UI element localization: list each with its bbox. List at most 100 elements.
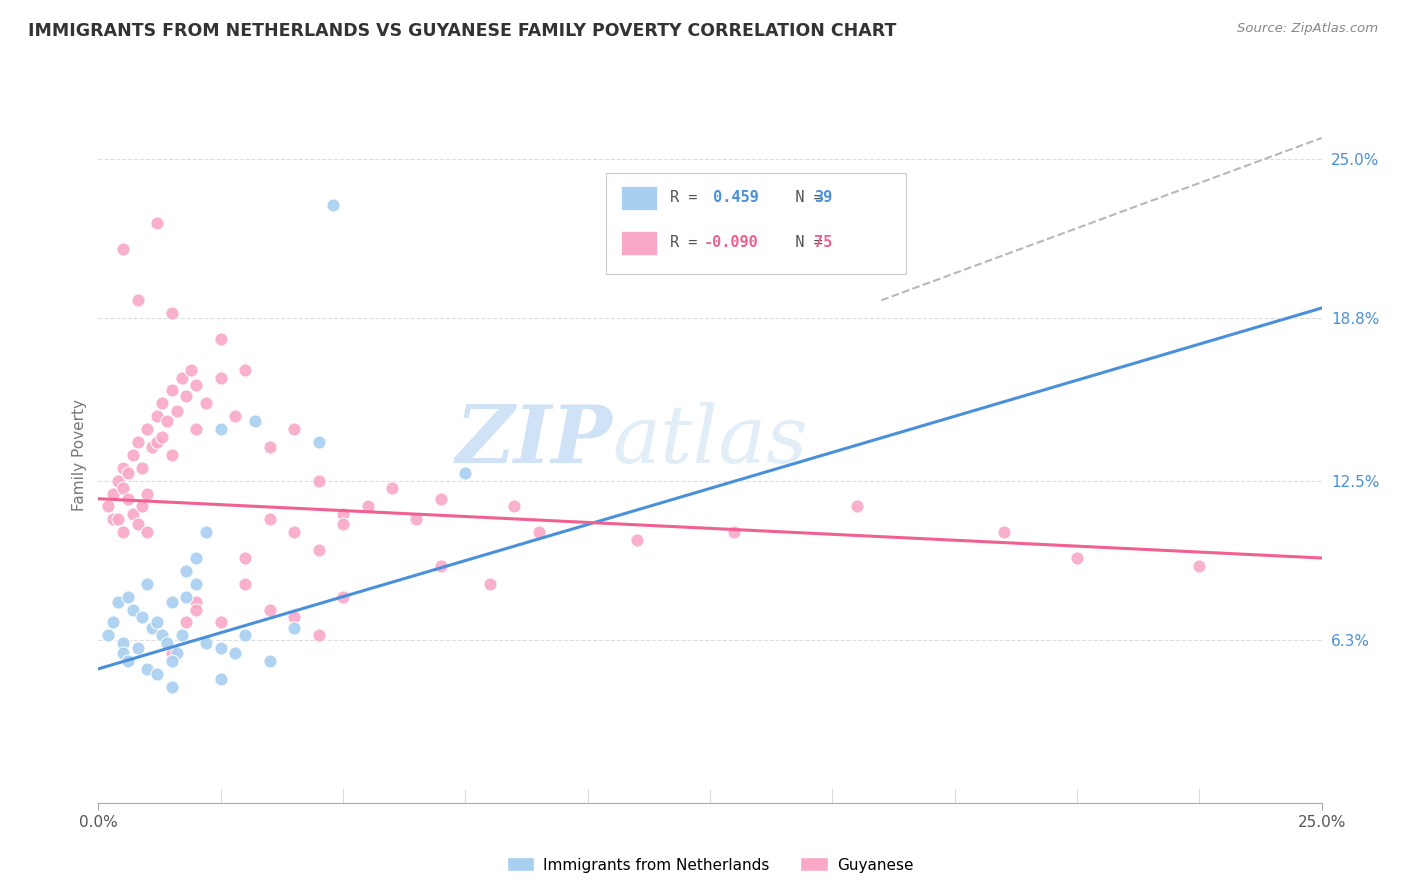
Point (1066, 551, 1088, 566)
Point (259, 602, 281, 616)
Point (186, 602, 208, 616)
Point (131, 610, 153, 624)
Point (176, 590, 198, 604)
Point (121, 448, 143, 462)
Point (224, 409, 246, 424)
Point (993, 525, 1015, 540)
Point (308, 435, 330, 450)
Point (626, 533, 648, 547)
Point (101, 486, 124, 500)
Point (111, 636, 134, 650)
Point (186, 595, 208, 609)
Point (166, 404, 188, 418)
FancyBboxPatch shape (620, 231, 658, 255)
Point (160, 595, 183, 609)
Point (209, 422, 232, 436)
Point (156, 414, 179, 428)
Point (195, 525, 218, 540)
Point (141, 621, 163, 635)
Point (127, 641, 149, 656)
Point (117, 466, 139, 480)
Text: 0.459: 0.459 (704, 190, 759, 205)
Point (111, 242, 134, 256)
Point (195, 396, 218, 410)
Text: 39: 39 (814, 190, 832, 205)
Point (160, 646, 183, 660)
Point (195, 636, 218, 650)
Point (121, 602, 143, 616)
Point (478, 576, 501, 591)
Point (381, 482, 404, 496)
Text: 75: 75 (814, 235, 832, 251)
Point (283, 422, 305, 436)
Point (209, 641, 232, 656)
Point (170, 628, 193, 642)
Point (97, 500, 120, 514)
Point (243, 414, 266, 428)
Point (127, 517, 149, 532)
Point (332, 590, 354, 604)
Point (101, 512, 124, 526)
Point (209, 332, 232, 346)
Point (176, 389, 198, 403)
Point (160, 384, 183, 398)
Point (166, 646, 188, 660)
Point (283, 610, 305, 624)
Text: IMMIGRANTS FROM NETHERLANDS VS GUYANESE FAMILY POVERTY CORRELATION CHART: IMMIGRANTS FROM NETHERLANDS VS GUYANESE … (28, 22, 897, 40)
Point (101, 615, 124, 630)
Point (146, 615, 169, 630)
Point (141, 440, 163, 454)
Text: R =: R = (669, 190, 706, 205)
Y-axis label: Family Poverty: Family Poverty (72, 399, 87, 511)
Point (160, 306, 183, 320)
Point (131, 500, 153, 514)
Point (136, 486, 159, 500)
Point (107, 474, 129, 488)
Point (146, 216, 169, 230)
Point (454, 466, 477, 480)
Point (308, 543, 330, 558)
Point (117, 590, 139, 604)
Point (107, 512, 129, 526)
Point (160, 654, 183, 668)
Point (150, 628, 173, 642)
Point (723, 525, 745, 540)
Point (322, 198, 344, 212)
Point (430, 491, 453, 506)
Point (146, 667, 169, 681)
Point (180, 363, 202, 377)
Legend: Immigrants from Netherlands, Guyanese: Immigrants from Netherlands, Guyanese (501, 851, 920, 879)
Text: N =: N = (768, 235, 831, 251)
Point (146, 435, 169, 450)
Point (209, 672, 232, 686)
Point (117, 491, 139, 506)
Point (283, 621, 305, 635)
Text: -0.090: -0.090 (704, 235, 759, 251)
FancyBboxPatch shape (606, 173, 905, 274)
Text: Source: ZipAtlas.com: Source: ZipAtlas.com (1237, 22, 1378, 36)
Point (176, 564, 198, 578)
Point (176, 615, 198, 630)
Point (186, 576, 208, 591)
Text: atlas: atlas (612, 402, 807, 480)
Text: ZIP: ZIP (456, 402, 612, 480)
Point (259, 654, 281, 668)
Point (121, 507, 143, 521)
Point (405, 512, 427, 526)
Point (430, 558, 453, 573)
Point (170, 370, 193, 384)
Text: N =: N = (768, 190, 831, 205)
Point (186, 422, 208, 436)
Point (283, 525, 305, 540)
Text: R =: R = (669, 235, 706, 251)
Point (233, 551, 256, 566)
Point (111, 482, 134, 496)
Point (111, 646, 134, 660)
Point (136, 422, 159, 436)
Point (308, 628, 330, 642)
Point (186, 551, 208, 566)
Point (845, 500, 868, 514)
Point (111, 525, 134, 540)
Point (503, 500, 526, 514)
Point (160, 680, 183, 694)
